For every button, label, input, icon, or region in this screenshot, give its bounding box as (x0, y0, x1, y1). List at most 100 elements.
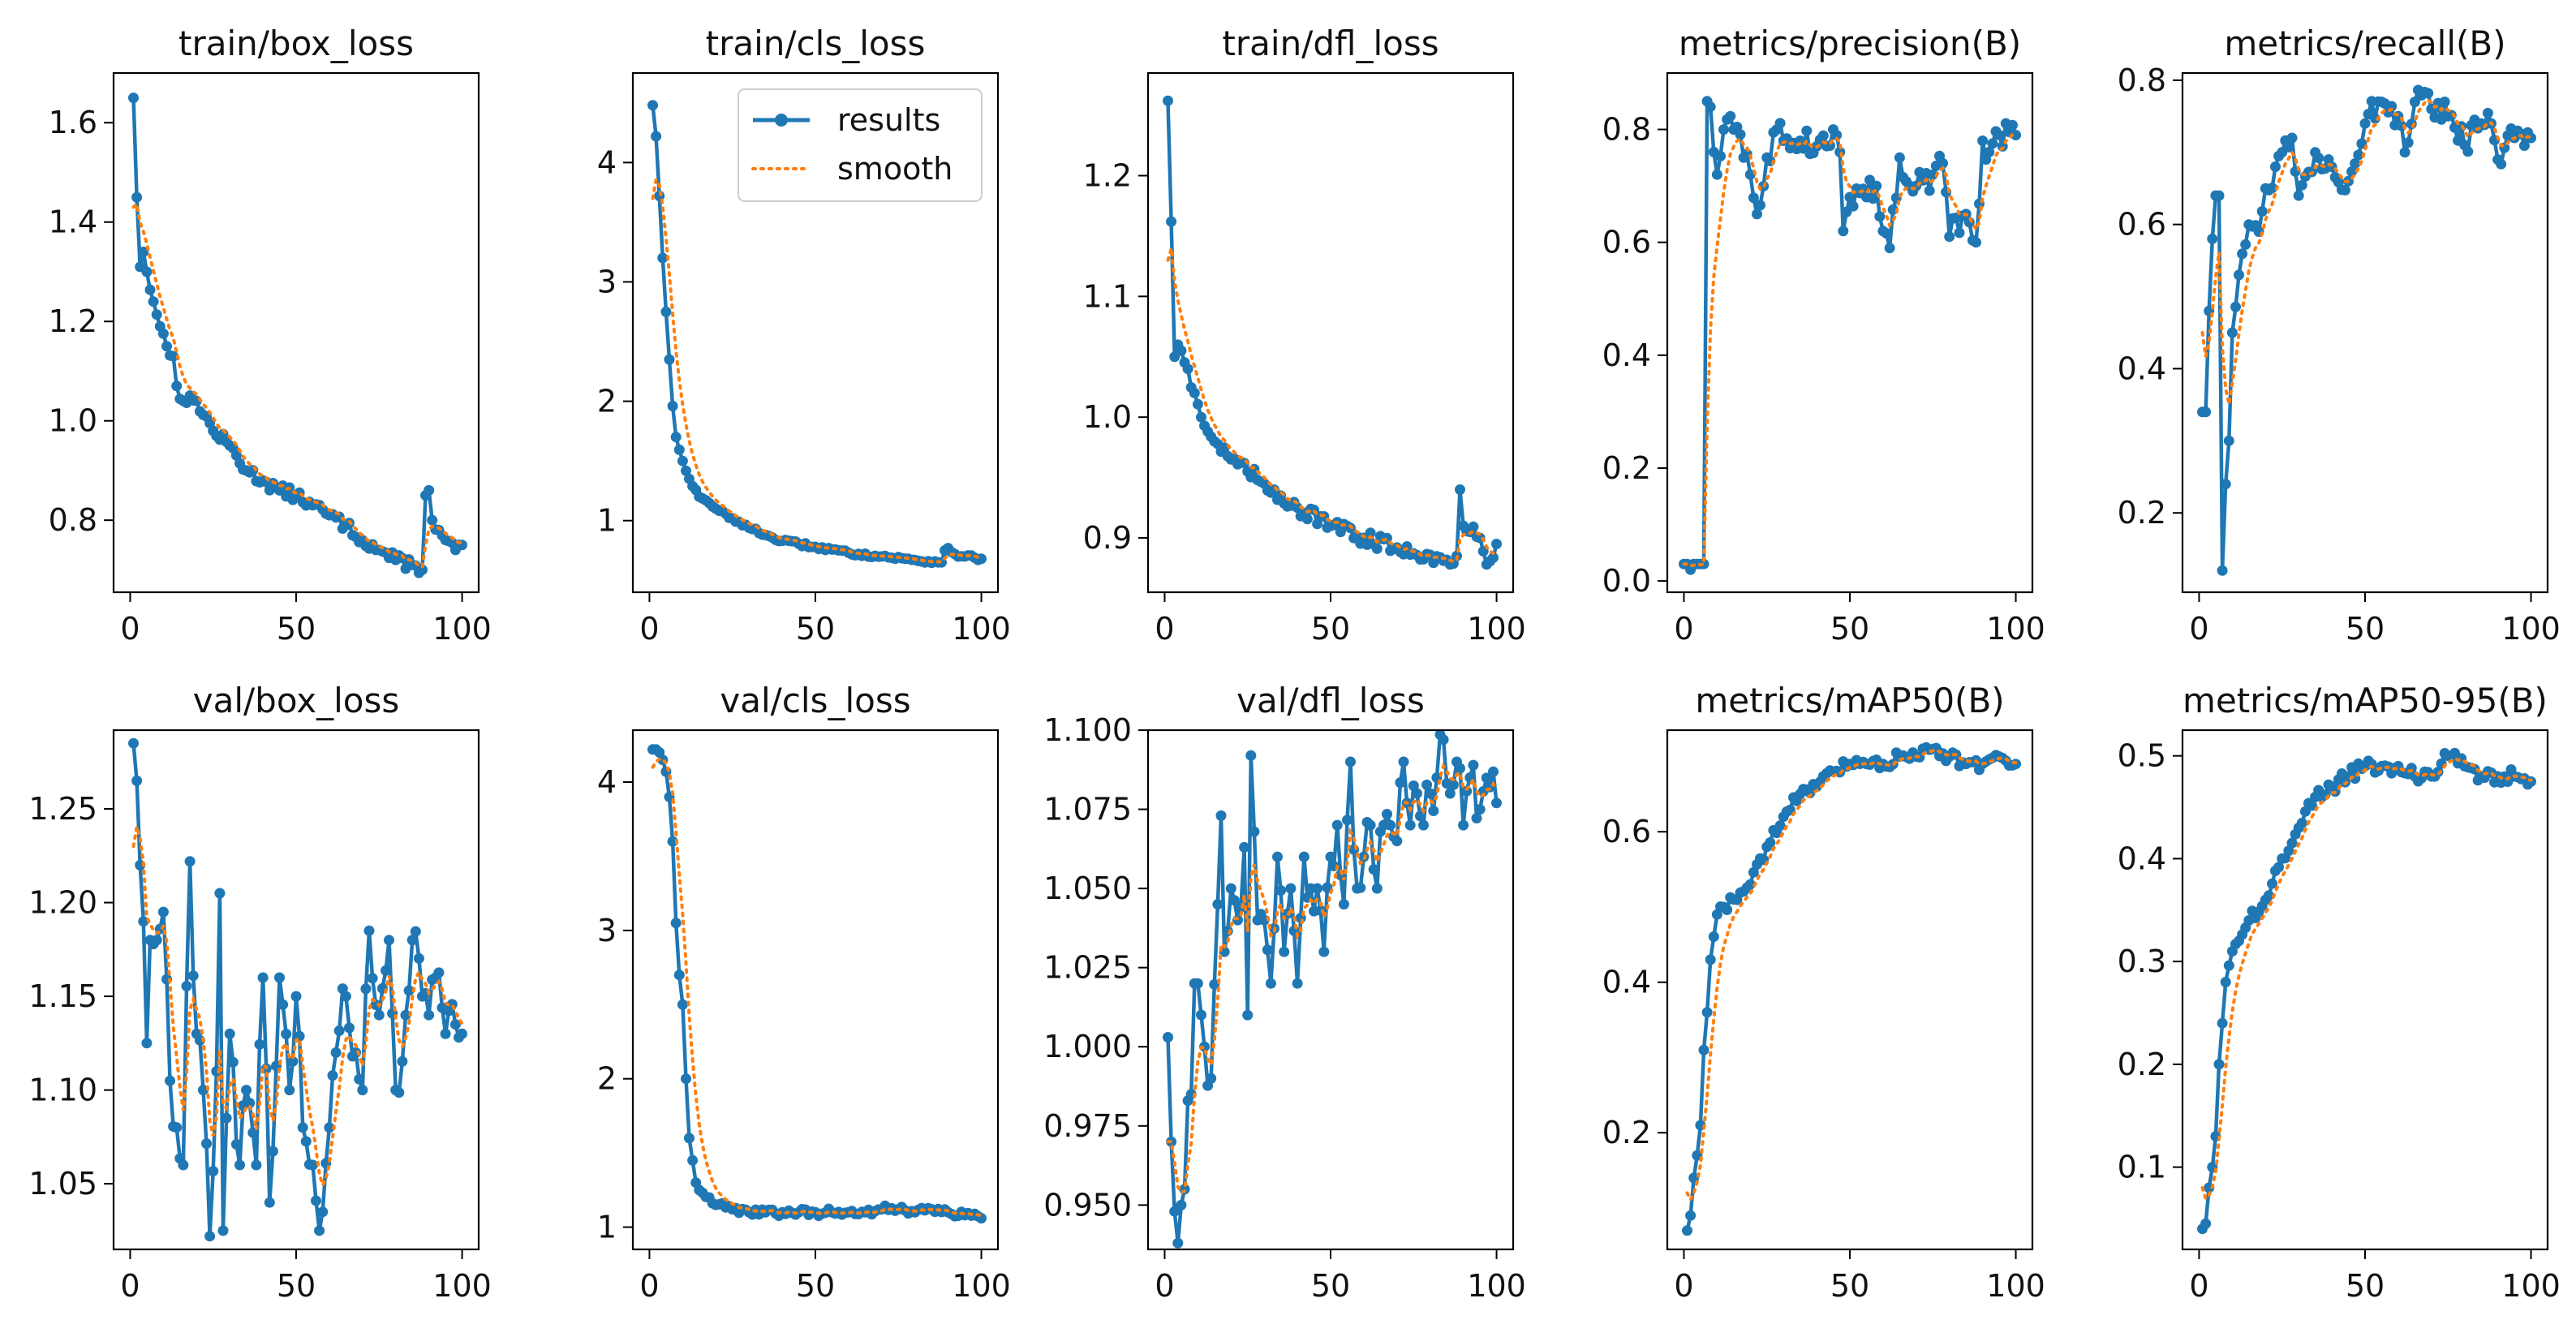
results-point (204, 1231, 216, 1242)
x-tick-label: 100 (2501, 1268, 2561, 1304)
results-point (449, 1019, 461, 1030)
results-point (1894, 152, 1905, 163)
results-point (2217, 1017, 2228, 1029)
results-point (2423, 88, 2434, 99)
results-point (2369, 113, 2380, 124)
x-tick-label: 100 (2501, 611, 2561, 647)
results-point (138, 916, 149, 927)
results-point (247, 1127, 259, 1138)
x-tick-label: 100 (1986, 1268, 2045, 1304)
results-point (1382, 809, 1392, 819)
results-point (1817, 130, 1829, 141)
results-point (1404, 819, 1416, 831)
results-point (2207, 233, 2218, 244)
results-point (363, 925, 375, 936)
results-point (1228, 895, 1240, 906)
results-point (2340, 184, 2350, 196)
results-point (1189, 387, 1200, 398)
results-point (647, 100, 658, 111)
results-point (161, 341, 172, 352)
results-point (424, 1009, 435, 1021)
results-point (2270, 161, 2281, 172)
results-point (2482, 107, 2493, 118)
results-point (157, 328, 169, 339)
results-point (1491, 539, 1502, 549)
results-point (165, 1075, 175, 1086)
results-point (1225, 883, 1236, 894)
results-point (227, 1056, 239, 1068)
subplot-title: val/dfl_loss (1236, 681, 1425, 720)
results-point (2402, 137, 2414, 148)
results-point (1371, 543, 1383, 554)
results-point (1481, 772, 1492, 784)
results-point (1272, 851, 1283, 862)
results-point (187, 970, 199, 982)
results-point (1868, 193, 1879, 204)
results-point (324, 1122, 335, 1133)
results-point (403, 985, 415, 996)
results-point (1292, 978, 1303, 989)
results-point (667, 836, 678, 847)
results-point (230, 449, 242, 461)
results-point (651, 131, 662, 142)
results-point (433, 967, 445, 978)
results-point (417, 564, 428, 575)
x-tick-label: 50 (796, 1268, 835, 1304)
results-point (151, 935, 162, 946)
results-point (344, 1022, 355, 1034)
smooth-series-line (2200, 756, 2533, 1202)
results-point (2273, 862, 2285, 873)
x-tick-label: 50 (1311, 1268, 1350, 1304)
results-point (1245, 750, 1257, 761)
y-tick-label: 0.4 (2118, 350, 2166, 386)
results-point (2283, 141, 2294, 153)
results-point (2267, 878, 2277, 889)
smooth-series-line (1682, 132, 2018, 568)
results-point (234, 1159, 245, 1171)
x-tick-label: 100 (432, 611, 492, 647)
results-point (1705, 954, 1716, 965)
results-series-line (1684, 99, 2018, 572)
results-point (2213, 1059, 2225, 1070)
results-point (1192, 978, 1203, 989)
x-tick-label: 0 (639, 1268, 659, 1304)
results-point (400, 1009, 411, 1021)
results-point (1163, 1032, 1173, 1043)
subplot-title: val/box_loss (193, 681, 399, 720)
axes-frame (2181, 729, 2549, 1251)
results-point (1365, 819, 1376, 831)
results-point (2359, 118, 2371, 129)
results-point (340, 991, 351, 1002)
results-point (370, 1000, 381, 1010)
results-point (413, 952, 424, 964)
results-point (1368, 864, 1379, 875)
results-point (198, 1085, 209, 1096)
x-tick-label: 50 (796, 611, 835, 647)
y-tick-label: 1.1 (1083, 278, 1132, 314)
legend-results-label: results (837, 102, 940, 138)
y-tick-label: 1.6 (49, 105, 97, 140)
results-point (267, 1146, 278, 1157)
subplot-title: metrics/mAP50-95(B) (2183, 681, 2548, 720)
results-point (1455, 763, 1465, 774)
results-point (287, 1055, 299, 1067)
results-point (360, 983, 372, 995)
results-point (201, 1138, 212, 1150)
results-point (307, 1159, 318, 1171)
results-point (214, 888, 226, 899)
results-point (2346, 166, 2358, 177)
results-point (1438, 734, 1449, 746)
legend-box (738, 88, 983, 202)
subplot-2: train/cls_loss 0 50 100 1 2 3 4 (597, 24, 1011, 647)
x-tick-label: 50 (2346, 611, 2385, 647)
results-point (131, 775, 143, 786)
smooth-series-line (651, 757, 983, 1218)
results-point (670, 432, 682, 443)
results-point (1801, 125, 1813, 136)
y-tick-label: 1 (597, 1210, 617, 1245)
x-tick-label: 0 (1155, 1268, 1174, 1304)
results-point (1342, 815, 1353, 826)
results-point (1708, 931, 1719, 942)
smooth-series-line (1685, 748, 2018, 1204)
results-point (1298, 851, 1310, 862)
